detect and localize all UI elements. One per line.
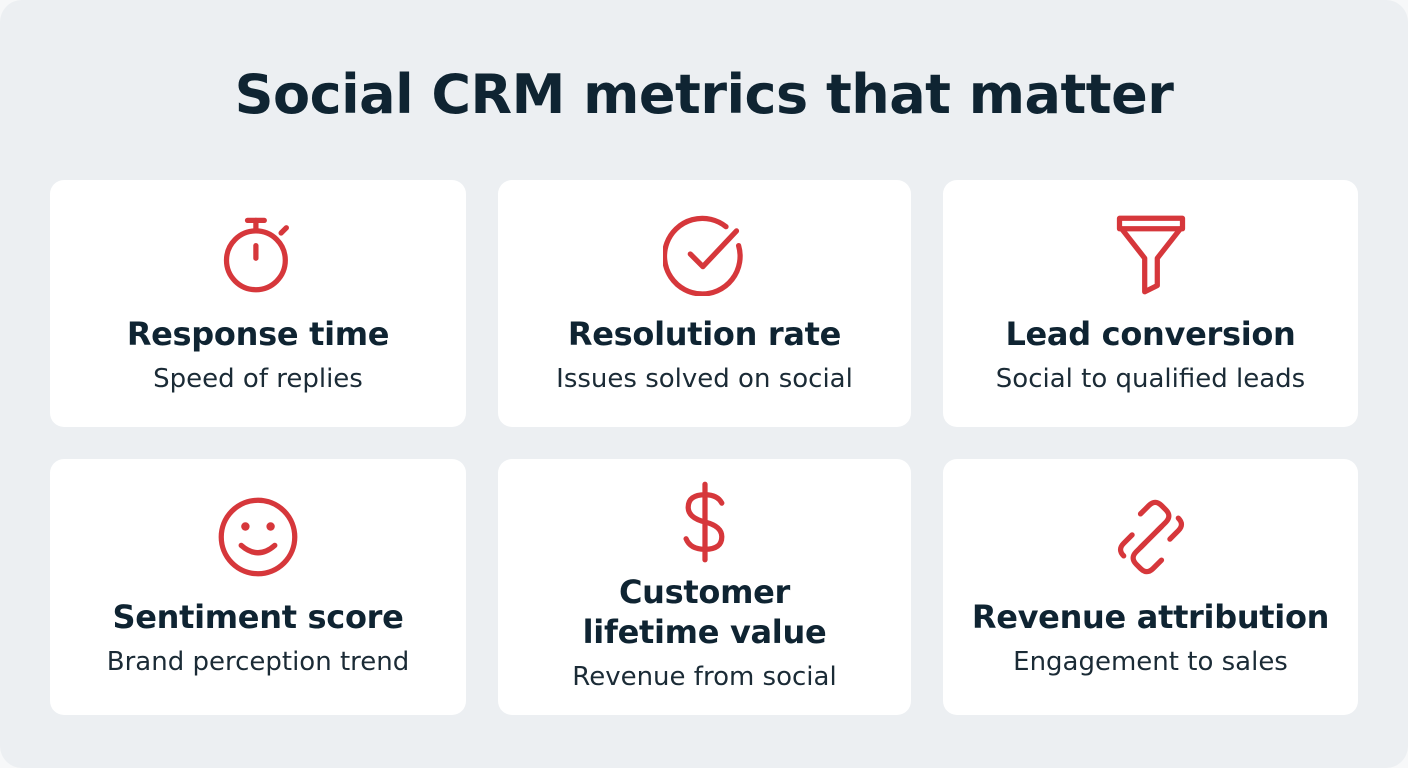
metric-card: Response time Speed of replies	[50, 180, 466, 427]
card-title: Customer lifetime value	[582, 573, 827, 651]
card-subtitle: Revenue from social	[572, 662, 837, 692]
check-icon	[662, 215, 743, 296]
card-subtitle: Brand perception trend	[106, 647, 410, 677]
card-subtitle: Social to qualified leads	[995, 363, 1306, 394]
stopwatch-icon	[223, 217, 289, 292]
metric-card: Sentiment score Brand perception trend	[50, 459, 466, 715]
link-icon	[1117, 499, 1184, 575]
card-title: Lead conversion	[1005, 314, 1296, 353]
dollar-icon	[682, 481, 724, 563]
metric-card: Customer lifetime value Revenue from soc…	[498, 459, 911, 715]
metric-card: Lead conversion Social to qualified lead…	[943, 180, 1358, 427]
card-subtitle: Issues solved on social	[556, 363, 853, 394]
metric-card: Revenue attribution Engagement to sales	[943, 459, 1358, 715]
card-subtitle: Engagement to sales	[1013, 647, 1288, 677]
funnel-icon	[1116, 215, 1185, 294]
card-title: Revenue attribution	[971, 598, 1330, 636]
metric-card: Resolution rate Issues solved on social	[498, 180, 911, 427]
card-subtitle: Speed of replies	[153, 363, 363, 394]
card-title: Response time	[126, 314, 390, 353]
page-title: Social CRM metrics that matter	[234, 63, 1174, 126]
card-title: Resolution rate	[567, 314, 842, 353]
smiley-icon	[218, 497, 298, 577]
card-title: Sentiment score	[112, 598, 404, 636]
